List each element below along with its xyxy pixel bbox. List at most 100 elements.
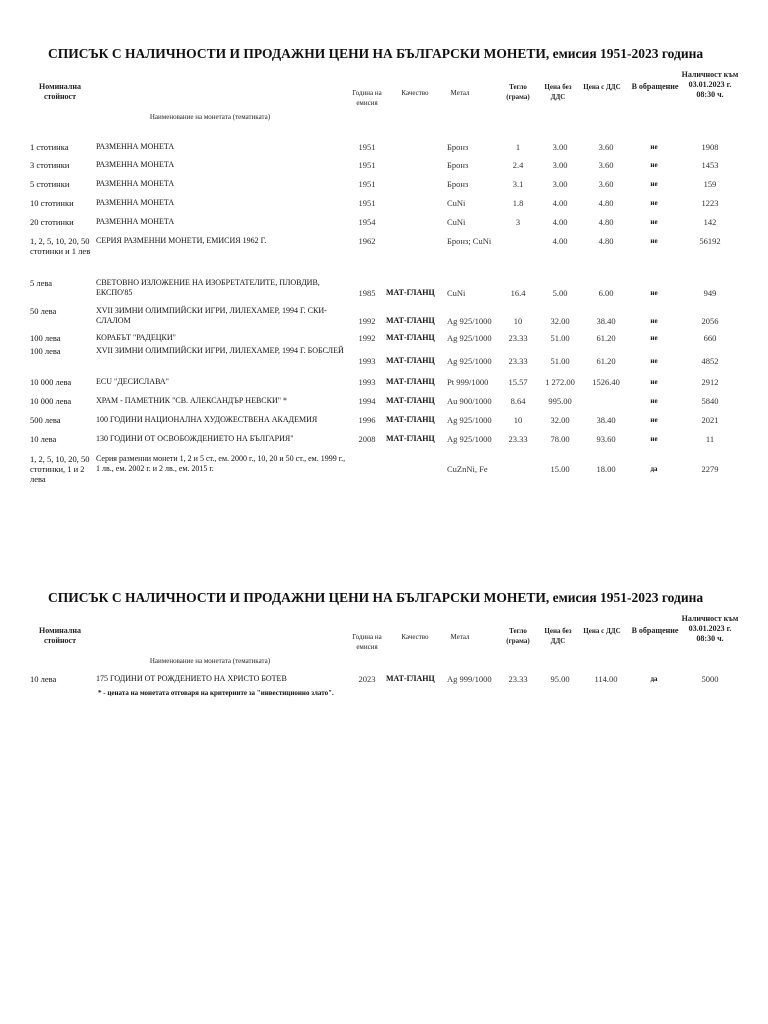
cell-nominal: 20 стотинки xyxy=(30,217,74,227)
cell-price-vat: 3.60 xyxy=(598,142,614,152)
header-name: Наименование на монетата (тематиката) xyxy=(149,657,271,665)
header-metal: Метал xyxy=(450,633,470,641)
cell-nominal: 5 стотинки xyxy=(30,179,70,189)
cell-quality: МАТ-ГЛАНЦ xyxy=(386,434,435,443)
cell-metal: CuNi xyxy=(447,198,466,208)
header-price-vat: Цена с ДДС xyxy=(583,627,621,635)
header-price-vat: Цена с ДДС xyxy=(583,83,621,91)
cell-name: СЕРИЯ РАЗМЕННИ МОНЕТИ, ЕМИСИЯ 1962 Г. xyxy=(96,236,267,245)
cell-circulation: да xyxy=(650,675,658,683)
cell-price-vat: 4.80 xyxy=(598,217,614,227)
cell-quality: МАТ-ГЛАНЦ xyxy=(386,396,435,405)
cell-circulation: не xyxy=(650,416,658,424)
cell-nominal: 10 000 лева xyxy=(30,396,72,406)
cell-quality: МАТ-ГЛАНЦ xyxy=(386,377,435,386)
cell-price-no-vat: 15.00 xyxy=(550,464,570,474)
cell-quality: МАТ-ГЛАНЦ xyxy=(386,674,435,683)
cell-metal: Ag 925/1000 xyxy=(447,316,492,326)
header-weight: Тегло (грама) xyxy=(506,627,530,645)
cell-circulation: не xyxy=(650,237,658,245)
cell-stock: 2279 xyxy=(701,464,719,474)
cell-stock: 1908 xyxy=(701,142,719,152)
header-circulation: В обращение xyxy=(631,82,679,91)
cell-weight: 16.4 xyxy=(510,288,526,298)
cell-price-vat: 38.40 xyxy=(596,316,616,326)
cell-price-vat: 18.00 xyxy=(596,464,616,474)
cell-nominal: 10 лева xyxy=(30,674,57,684)
cell-metal: CuZnNi, Fe xyxy=(447,464,488,474)
header-weight: Тегло (грама) xyxy=(506,83,530,101)
header-quality: Качество xyxy=(401,89,429,97)
cell-price-no-vat: 78.00 xyxy=(550,434,570,444)
cell-circulation: не xyxy=(650,161,658,169)
cell-stock: 5000 xyxy=(701,674,719,684)
cell-stock: 142 xyxy=(703,217,717,227)
header-nominal: Номинална стойност xyxy=(39,626,81,645)
cell-price-vat: 61.20 xyxy=(596,356,616,366)
cell-stock: 1223 xyxy=(701,198,719,208)
cell-weight: 10 xyxy=(513,415,523,425)
cell-stock: 2056 xyxy=(701,316,719,326)
cell-price-no-vat: 32.00 xyxy=(550,316,570,326)
cell-stock: 5840 xyxy=(701,396,719,406)
cell-circulation: не xyxy=(650,199,658,207)
cell-price-no-vat: 51.00 xyxy=(550,333,570,343)
cell-metal: CuNi xyxy=(447,217,466,227)
header-metal: Метал xyxy=(450,89,470,97)
header-nominal: Номинална стойност xyxy=(39,82,81,101)
cell-stock: 1453 xyxy=(701,160,719,170)
cell-year: 1994 xyxy=(358,396,376,406)
cell-year: 1951 xyxy=(358,142,376,152)
cell-price-no-vat: 32.00 xyxy=(550,415,570,425)
cell-price-vat: 3.60 xyxy=(598,179,614,189)
cell-weight: 15.57 xyxy=(508,377,528,387)
cell-year: 1992 xyxy=(358,333,376,343)
cell-nominal: 100 лева xyxy=(30,346,61,356)
cell-price-no-vat: 4.00 xyxy=(552,217,568,227)
cell-circulation: не xyxy=(650,397,658,405)
cell-name: XVII ЗИМНИ ОЛИМПИЙСКИ ИГРИ, ЛИЛЕХАМЕР, 1… xyxy=(96,346,344,355)
cell-circulation: не xyxy=(650,317,658,325)
cell-year: 1992 xyxy=(358,316,376,326)
document-title-2: СПИСЪК С НАЛИЧНОСТИ И ПРОДАЖНИ ЦЕНИ НА Б… xyxy=(48,590,704,605)
cell-year: 2023 xyxy=(358,674,376,684)
cell-price-vat: 114.00 xyxy=(594,674,618,684)
cell-metal: Бронз xyxy=(447,142,469,152)
cell-nominal: 1, 2, 5, 10, 20, 50 стотинки и 1 лев xyxy=(30,236,91,256)
cell-stock: 949 xyxy=(703,288,717,298)
cell-quality: МАТ-ГЛАНЦ xyxy=(386,356,435,365)
cell-nominal: 5 лева xyxy=(30,278,53,288)
cell-name: ECU "ДЕСИСЛАВА" xyxy=(96,377,169,386)
cell-weight: 1.8 xyxy=(512,198,524,208)
cell-quality: МАТ-ГЛАНЦ xyxy=(386,415,435,424)
cell-nominal: 500 лева xyxy=(30,415,61,425)
cell-metal: Ag 925/1000 xyxy=(447,434,492,444)
cell-metal: Ag 925/1000 xyxy=(447,333,492,343)
cell-nominal: 10 стотинки xyxy=(30,198,74,208)
cell-year: 1962 xyxy=(358,236,376,246)
cell-price-no-vat: 995.00 xyxy=(548,396,572,406)
cell-price-vat: 93.60 xyxy=(596,434,616,444)
cell-weight: 3.1 xyxy=(512,179,524,189)
footnote: * - цената на монетата отговаря на крите… xyxy=(98,689,334,697)
header-circulation: В обращение xyxy=(631,626,679,635)
cell-nominal: 1, 2, 5, 10, 20, 50 стотинки, 1 и 2 лева xyxy=(30,454,90,484)
cell-nominal: 10 000 лева xyxy=(30,377,72,387)
cell-metal: Pt 999/1000 xyxy=(447,377,489,387)
header-year: Година на емисия xyxy=(352,89,382,107)
cell-price-no-vat: 3.00 xyxy=(552,160,568,170)
document-title: СПИСЪК С НАЛИЧНОСТИ И ПРОДАЖНИ ЦЕНИ НА Б… xyxy=(48,46,704,61)
cell-name: 100 ГОДИНИ НАЦИОНАЛНА ХУДОЖЕСТВЕНА АКАДЕ… xyxy=(96,415,318,424)
cell-nominal: 3 стотинки xyxy=(30,160,70,170)
cell-weight: 1 xyxy=(515,142,521,152)
cell-stock: 2021 xyxy=(701,415,719,425)
header-price-no-vat: Цена без ДДС xyxy=(544,83,572,101)
cell-circulation: не xyxy=(650,180,658,188)
cell-circulation: не xyxy=(650,334,658,342)
cell-quality: МАТ-ГЛАНЦ xyxy=(386,316,435,325)
cell-name: Серия разменни монети 1, 2 и 5 ст., ем. … xyxy=(96,454,346,473)
cell-price-no-vat: 51.00 xyxy=(550,356,570,366)
cell-name: СВЕТОВНО ИЗЛОЖЕНИЕ НА ИЗОБРЕТАТЕЛИТЕ, ПЛ… xyxy=(96,278,320,297)
cell-stock: 2912 xyxy=(701,377,719,387)
